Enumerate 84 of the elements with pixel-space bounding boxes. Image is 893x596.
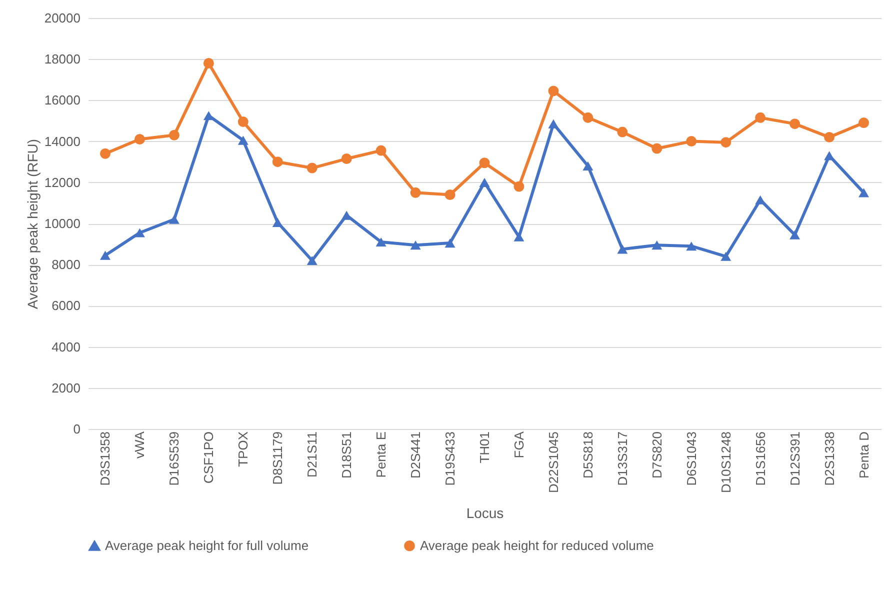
point [652,240,662,250]
y-tick-label: 6000 [52,298,80,314]
point [100,250,110,260]
point [203,111,214,120]
y-tick-label: 10000 [44,216,80,231]
x-tick-label: D5S818 [580,432,596,478]
point [238,116,248,128]
point [790,230,800,240]
point [306,256,318,266]
point [134,134,145,144]
x-tick-label: D13S317 [614,432,630,486]
point [858,118,870,128]
point [514,232,524,242]
x-tick-label: FGA [511,431,526,458]
point [617,126,628,138]
point [168,130,180,140]
point [548,86,559,96]
x-axis-title: Locus [466,504,504,521]
x-tick-label: D10S1248 [718,432,734,493]
x-tick-label: D12S391 [787,432,802,486]
point [306,162,318,174]
x-tick-label: D8S1179 [270,432,286,485]
x-tick-label: D18S51 [339,432,354,478]
x-tick-label: D19S433 [442,432,458,486]
point [617,244,628,254]
x-tick-label: TPOX [236,431,251,467]
x-tick-label: D1S1656 [752,432,768,486]
point [720,137,732,148]
point [652,143,662,154]
point [203,58,214,68]
point [100,148,110,159]
point [858,188,870,198]
legend-label: Average peak height for full volume [105,538,309,554]
point [272,218,283,228]
x-tick-label: D3S1358 [98,432,113,486]
x-tick-label: D2S441 [408,432,424,478]
y-tick-label: 16000 [44,92,80,108]
x-tick-label: CSF1PO [201,432,216,484]
point [410,240,421,250]
x-tick-label: D16S539 [166,432,182,486]
x-tick-label: D22S1045 [546,432,561,493]
point [824,132,835,142]
x-tick-label: Penta D [856,432,872,478]
point [376,145,386,156]
point [444,238,456,248]
point [824,151,835,160]
y-tick-label: 12000 [44,174,80,190]
x-tick-label: D7S820 [649,432,664,478]
y-tick-label: 20000 [44,10,80,26]
point [238,136,248,145]
x-tick-label: vWA [132,431,148,458]
point [548,119,559,128]
point [514,181,524,192]
point [790,118,800,130]
y-tick-label: 18000 [44,52,80,67]
x-tick-label: D2S1338 [822,432,837,486]
point [582,112,594,123]
y-axis-title: Average peak height (RFU) [24,138,40,310]
point [444,189,456,200]
x-tick-label: Penta E [374,431,389,478]
point [479,178,490,187]
point [341,210,352,220]
point [272,156,283,168]
x-tick-label: TH01 [477,432,492,464]
x-tick-label: D21S11 [304,432,320,478]
x-tick-label: D6S1043 [684,432,699,486]
y-tick-label: 8000 [52,257,80,272]
y-tick-label: 0 [73,422,80,436]
point [686,136,697,147]
point [168,214,180,224]
point [755,195,766,204]
point [341,154,352,164]
point [755,112,766,123]
point [410,187,421,198]
y-tick-label: 14000 [44,134,80,149]
y-tick-label: 2000 [52,380,80,396]
y-tick-label: 4000 [52,339,80,354]
point [479,158,490,168]
legend-label: Average peak height for reduced volume [420,538,654,553]
point [376,237,386,247]
point [582,161,594,170]
point [134,228,145,238]
point [686,242,697,251]
point [720,252,732,261]
